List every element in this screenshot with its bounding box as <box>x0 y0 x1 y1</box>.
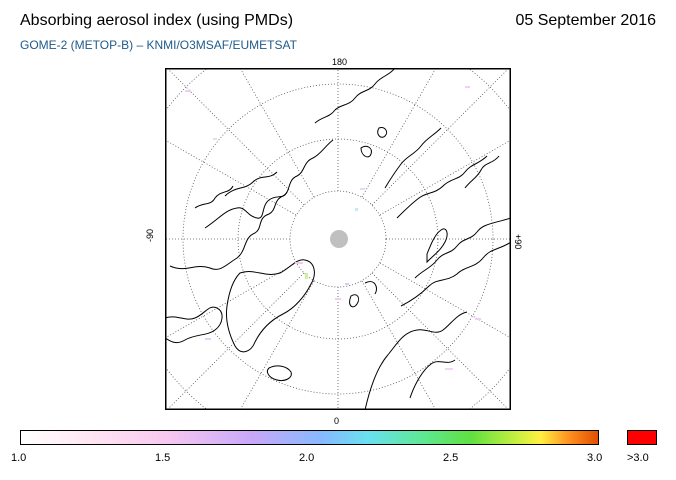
aerosol-data <box>185 86 481 370</box>
colorbar-tick-1-0: 1.0 <box>11 452 27 464</box>
colorbar-tick-3-0: 3.0 <box>587 452 603 464</box>
graticule-meridians <box>165 68 511 410</box>
colorbar-overflow-swatch <box>627 430 657 445</box>
map-date: 05 September 2016 <box>515 12 656 29</box>
longitude-label-top: 180 <box>332 57 348 67</box>
polar-map-svg <box>165 68 511 410</box>
map-subtitle: GOME-2 (METOP-B) – KNMI/O3MSAF/EUMETSAT <box>20 38 297 52</box>
colorbar-tick-1-5: 1.5 <box>155 452 171 464</box>
longitude-label-bottom: 0 <box>334 416 340 426</box>
colorbar-tick-2-0: 2.0 <box>299 452 315 464</box>
colorbar-tick-2-5: 2.5 <box>443 452 459 464</box>
longitude-label-left: -90 <box>145 228 155 242</box>
polar-map <box>165 68 511 410</box>
map-frame <box>165 68 511 410</box>
map-title: Absorbing aerosol index (using PMDs) <box>20 12 294 29</box>
longitude-label-right: +90 <box>513 234 523 250</box>
pole-no-data <box>330 230 348 248</box>
colorbar <box>20 430 599 445</box>
colorbar-overflow-label: >3.0 <box>627 452 649 464</box>
coastlines <box>165 68 511 410</box>
